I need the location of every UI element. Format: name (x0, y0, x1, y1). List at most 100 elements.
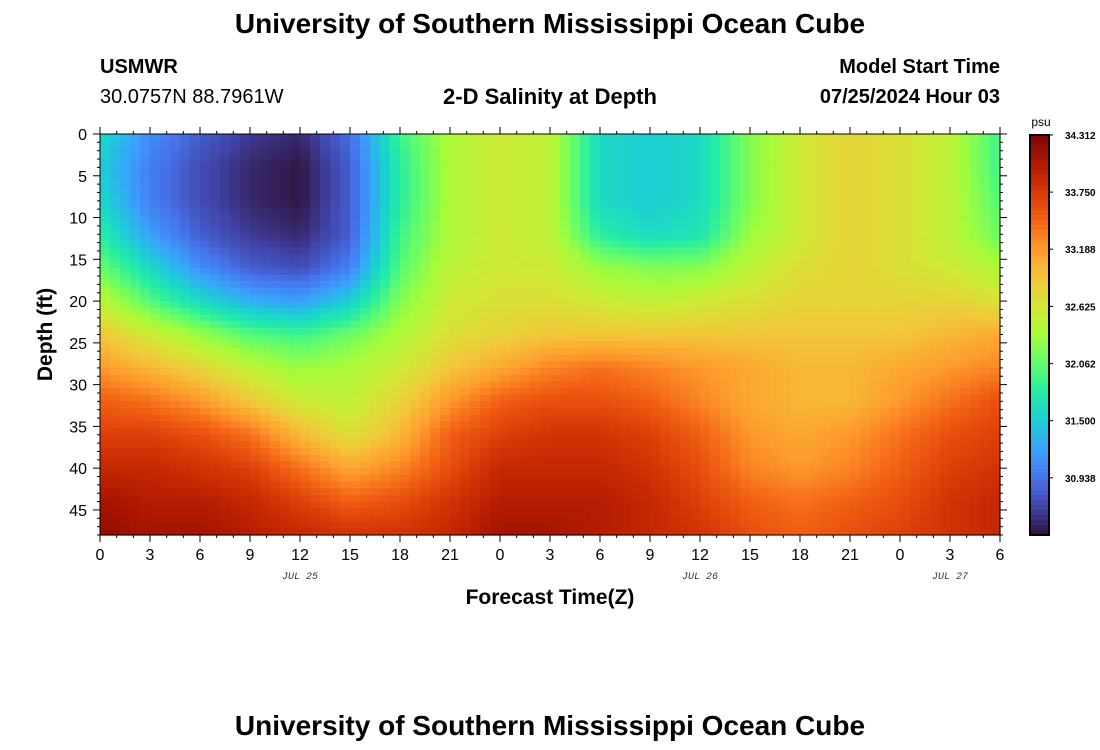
heatmap-cell (610, 461, 621, 469)
heatmap-cell (130, 421, 141, 429)
heatmap-cell (120, 247, 131, 255)
heatmap-cell (910, 321, 921, 329)
heatmap-cell (310, 321, 321, 329)
heatmap-cell (340, 448, 351, 456)
heatmap-cell (330, 321, 341, 329)
heatmap-cell (350, 461, 361, 469)
heatmap-cell (330, 501, 341, 509)
heatmap-cell (670, 301, 681, 309)
heatmap-cell (550, 401, 561, 409)
heatmap-cell (540, 314, 551, 322)
heatmap-cell (800, 421, 811, 429)
heatmap-cell (840, 301, 851, 309)
heatmap-cell (480, 468, 491, 476)
heatmap-cell (890, 287, 901, 295)
heatmap-cell (240, 401, 251, 409)
heatmap-cell (570, 347, 581, 356)
heatmap-cell (100, 461, 111, 469)
heatmap-cell (710, 421, 721, 429)
heatmap-cell (450, 294, 461, 302)
heatmap-cell (530, 494, 541, 503)
heatmap-cell (670, 434, 681, 443)
heatmap-cell (680, 408, 691, 416)
heatmap-cell (470, 301, 481, 309)
heatmap-cell (550, 414, 561, 422)
heatmap-cell (210, 234, 221, 242)
heatmap-cell (470, 154, 481, 162)
heatmap-cell (490, 194, 501, 202)
heatmap-cell (720, 180, 731, 189)
heatmap-cell (180, 327, 191, 336)
heatmap-cell (410, 441, 421, 449)
heatmap-cell (990, 240, 1001, 249)
heatmap-cell (120, 441, 131, 449)
heatmap-cell (410, 481, 421, 489)
heatmap-cell (110, 167, 121, 175)
heatmap-cell (200, 347, 211, 356)
heatmap-cell (560, 374, 571, 382)
heatmap-cell (440, 454, 451, 463)
plot-title: 2-D Salinity at Depth (443, 84, 657, 109)
heatmap-cell (280, 281, 291, 289)
heatmap-cell (940, 194, 951, 202)
heatmap-cell (170, 301, 181, 309)
heatmap-cell (280, 374, 291, 382)
heatmap-cell (250, 401, 261, 409)
heatmap-cell (920, 387, 931, 396)
heatmap-cell (360, 274, 371, 282)
heatmap-cell (290, 461, 301, 469)
heatmap-cell (100, 207, 111, 215)
heatmap-cell (380, 367, 391, 376)
heatmap-cell (920, 140, 931, 148)
heatmap-cell (740, 187, 751, 195)
heatmap-cell (820, 367, 831, 376)
heatmap-cell (400, 428, 411, 436)
heatmap-cell (290, 200, 301, 209)
heatmap-cell (490, 307, 501, 316)
heatmap-cell (900, 167, 911, 175)
heatmap-cell (190, 494, 201, 503)
heatmap-cell (610, 307, 621, 316)
heatmap-cell (920, 354, 931, 362)
heatmap-cell (580, 147, 591, 155)
heatmap-cell (430, 347, 441, 356)
heatmap-cell (670, 307, 681, 316)
heatmap-cell (390, 481, 401, 489)
heatmap-cell (760, 347, 771, 356)
heatmap-cell (430, 260, 441, 269)
heatmap-cell (860, 227, 871, 235)
heatmap-cell (170, 441, 181, 449)
heatmap-cell (710, 294, 721, 302)
heatmap-cell (170, 187, 181, 195)
heatmap-cell (430, 281, 441, 289)
heatmap-cell (280, 501, 291, 509)
heatmap-cell (120, 200, 131, 209)
heatmap-cell (180, 174, 191, 182)
heatmap-cell (180, 494, 191, 503)
heatmap-cell (520, 180, 531, 189)
heatmap-cell (230, 200, 241, 209)
heatmap-cell (850, 401, 861, 409)
heatmap-cell (750, 374, 761, 382)
heatmap-cell (370, 167, 381, 175)
heatmap-cell (600, 274, 611, 282)
heatmap-cell (330, 227, 341, 235)
heatmap-cell (970, 147, 981, 155)
heatmap-cell (880, 341, 891, 349)
heatmap-cell (200, 147, 211, 155)
heatmap-cell (610, 154, 621, 162)
heatmap-cell (830, 294, 841, 302)
heatmap-cell (840, 147, 851, 155)
heatmap-cell (180, 314, 191, 322)
heatmap-cell (460, 214, 471, 222)
heatmap-cell (610, 481, 621, 489)
heatmap-cell (870, 461, 881, 469)
heatmap-cell (890, 207, 901, 215)
heatmap-cell (400, 307, 411, 316)
heatmap-cell (460, 474, 471, 483)
heatmap-cell (140, 154, 151, 162)
heatmap-cell (690, 461, 701, 469)
heatmap-cell (360, 361, 371, 369)
heatmap-cell (710, 347, 721, 356)
heatmap-cell (160, 361, 171, 369)
